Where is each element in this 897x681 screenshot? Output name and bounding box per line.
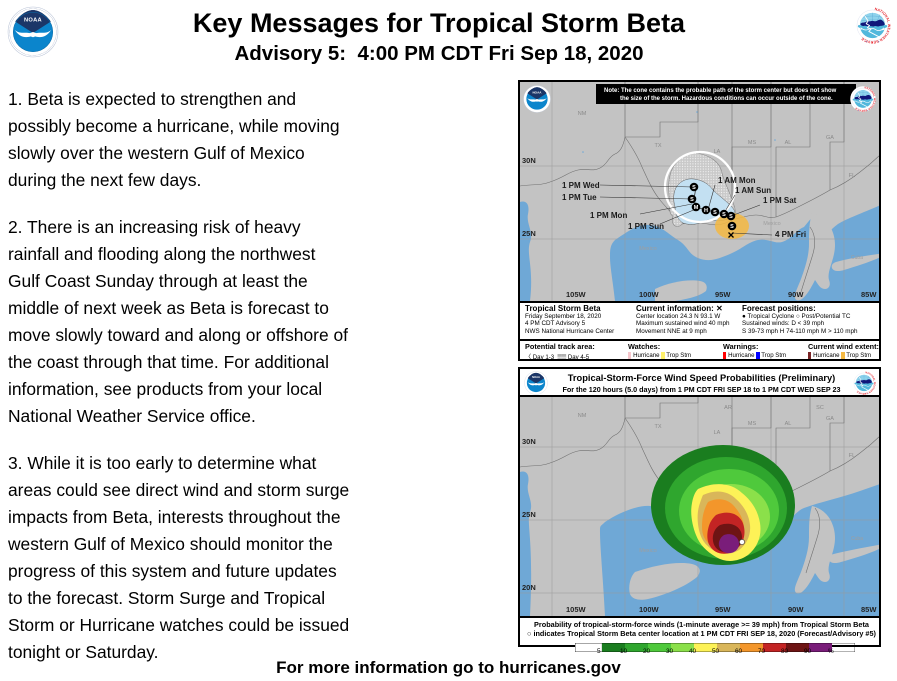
svg-text:4 PM Fri: 4 PM Fri — [775, 230, 806, 239]
svg-text:Note: The cone contains the pr: Note: The cone contains the probable pat… — [604, 88, 837, 94]
svg-text:M: M — [694, 205, 699, 211]
svg-text:S: S — [690, 197, 694, 203]
svg-text:H: H — [704, 208, 708, 214]
svg-text:S: S — [692, 185, 696, 191]
svg-text:S: S — [713, 210, 717, 216]
svg-text:NOAA: NOAA — [532, 90, 542, 94]
svg-text:1 PM Wed: 1 PM Wed — [562, 181, 600, 190]
svg-text:1 PM Mon: 1 PM Mon — [590, 211, 627, 220]
svg-text:S: S — [729, 214, 733, 220]
svg-text:1 AM Sun: 1 AM Sun — [735, 186, 771, 195]
svg-text:1 AM Mon: 1 AM Mon — [718, 176, 756, 185]
svg-text:S: S — [730, 224, 734, 230]
svg-text:1 PM Tue: 1 PM Tue — [562, 193, 597, 202]
svg-text:NOAA: NOAA — [24, 18, 42, 24]
svg-text:S: S — [722, 212, 726, 218]
svg-text:1 PM Sun: 1 PM Sun — [628, 222, 664, 231]
svg-text:the size of the storm. Hazardo: the size of the storm. Hazardous conditi… — [620, 96, 833, 102]
svg-text:1 PM Sat: 1 PM Sat — [763, 196, 797, 205]
